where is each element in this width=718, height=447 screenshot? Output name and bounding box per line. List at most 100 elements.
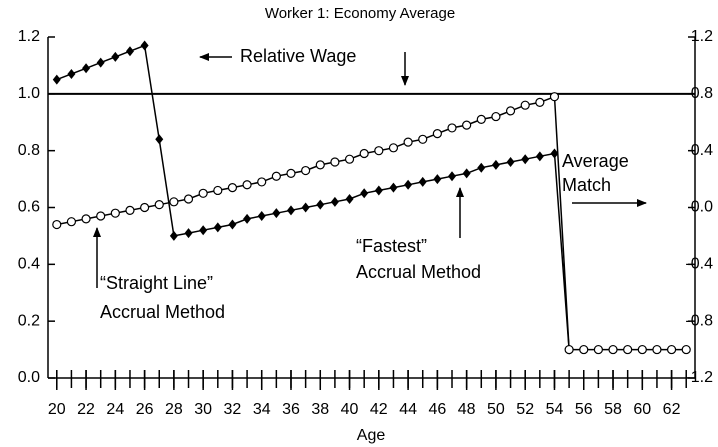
point-diamond: [257, 211, 266, 222]
point-diamond: [389, 182, 398, 193]
point-circle: [623, 344, 633, 355]
point-diamond: [550, 148, 559, 159]
point-circle: [169, 197, 179, 207]
point-circle: [140, 202, 150, 213]
point-diamond: [316, 199, 325, 210]
point-circle: [579, 344, 589, 355]
x-tick-label: 36: [282, 401, 300, 418]
point-diamond: [418, 176, 427, 187]
point-diamond: [462, 168, 471, 179]
point-diamond: [448, 171, 457, 182]
y-tick-label: 1.2: [18, 28, 40, 45]
point-circle: [652, 344, 662, 355]
point-circle: [374, 146, 384, 156]
point-diamond: [111, 51, 120, 62]
x-tick-label: 42: [370, 401, 388, 418]
point-diamond: [374, 185, 383, 196]
point-circle: [666, 344, 677, 355]
point-circle: [330, 157, 340, 167]
point-diamond: [433, 174, 442, 185]
point-circle: [403, 137, 413, 147]
y-tick-label: 0.0: [18, 369, 40, 386]
x-tick-label: 32: [224, 401, 242, 418]
point-circle: [388, 143, 399, 153]
point-diamond: [52, 74, 61, 85]
point-diamond: [506, 157, 515, 168]
point-diamond: [213, 222, 222, 233]
point-circle: [491, 111, 501, 122]
point-diamond: [272, 208, 281, 219]
point-circle: [213, 185, 223, 196]
x-tick-label: 34: [253, 401, 271, 418]
point-circle: [359, 148, 369, 159]
point-diamond: [184, 228, 193, 239]
y2-tick-label: 1.2: [691, 28, 713, 45]
y2-tick-label: -0.8: [685, 312, 713, 329]
y-tick-label: 0.8: [18, 142, 40, 159]
x-tick-label: 26: [136, 401, 154, 418]
point-circle: [242, 180, 252, 190]
point-circle: [505, 106, 516, 116]
point-diamond: [345, 193, 354, 204]
point-circle: [301, 165, 311, 176]
chart-title: Worker 1: Economy Average: [265, 5, 455, 22]
point-diamond: [82, 63, 91, 74]
x-tick-label: 22: [77, 401, 95, 418]
point-diamond: [140, 40, 149, 51]
point-circle: [154, 200, 164, 210]
point-circle: [271, 171, 281, 181]
x-axis-label: Age: [357, 427, 386, 444]
annotation: Relative Wage: [240, 46, 356, 66]
point-diamond: [67, 68, 76, 79]
x-tick-label: 48: [458, 401, 476, 418]
point-circle: [81, 214, 91, 224]
x-tick-label: 58: [604, 401, 622, 418]
x-tick-label: 62: [663, 401, 681, 418]
point-circle: [286, 168, 296, 178]
point-circle: [608, 344, 618, 355]
y-tick-label: 0.2: [18, 312, 40, 329]
x-tick-label: 46: [428, 401, 446, 418]
x-tick-label: 20: [48, 401, 66, 418]
annotation: “Straight Line”: [100, 273, 213, 293]
x-tick-label: 28: [165, 401, 183, 418]
y2-tick-label: 0.0: [691, 199, 713, 216]
x-tick-label: 52: [516, 401, 534, 418]
x-tick-label: 40: [341, 401, 359, 418]
point-circle: [549, 92, 560, 102]
point-circle: [227, 183, 238, 193]
point-circle: [476, 114, 486, 125]
point-circle: [418, 134, 428, 144]
point-diamond: [360, 188, 369, 199]
point-circle: [432, 129, 442, 139]
point-diamond: [330, 196, 339, 207]
point-circle: [96, 211, 106, 221]
y2-tick-label: -0.4: [685, 256, 713, 273]
point-circle: [315, 160, 325, 170]
point-circle: [66, 217, 77, 227]
x-tick-label: 44: [399, 401, 417, 418]
point-circle: [52, 219, 62, 230]
annotation: Match: [562, 175, 611, 195]
y-tick-label: 1.0: [18, 85, 40, 102]
point-diamond: [491, 159, 500, 170]
point-diamond: [404, 179, 413, 190]
point-diamond: [96, 57, 105, 68]
point-circle: [344, 154, 355, 164]
point-circle: [125, 205, 135, 215]
point-diamond: [155, 134, 164, 145]
x-tick-label: 56: [575, 401, 593, 418]
point-circle: [520, 100, 530, 110]
point-diamond: [477, 162, 486, 173]
point-circle: [183, 194, 194, 204]
point-circle: [637, 344, 647, 355]
x-tick-label: 50: [487, 401, 505, 418]
point-diamond: [301, 202, 310, 213]
point-diamond: [169, 230, 178, 241]
point-circle: [593, 344, 603, 355]
point-circle: [257, 177, 267, 187]
point-diamond: [243, 213, 252, 224]
point-diamond: [125, 46, 134, 57]
y-tick-label: 0.4: [18, 256, 40, 273]
